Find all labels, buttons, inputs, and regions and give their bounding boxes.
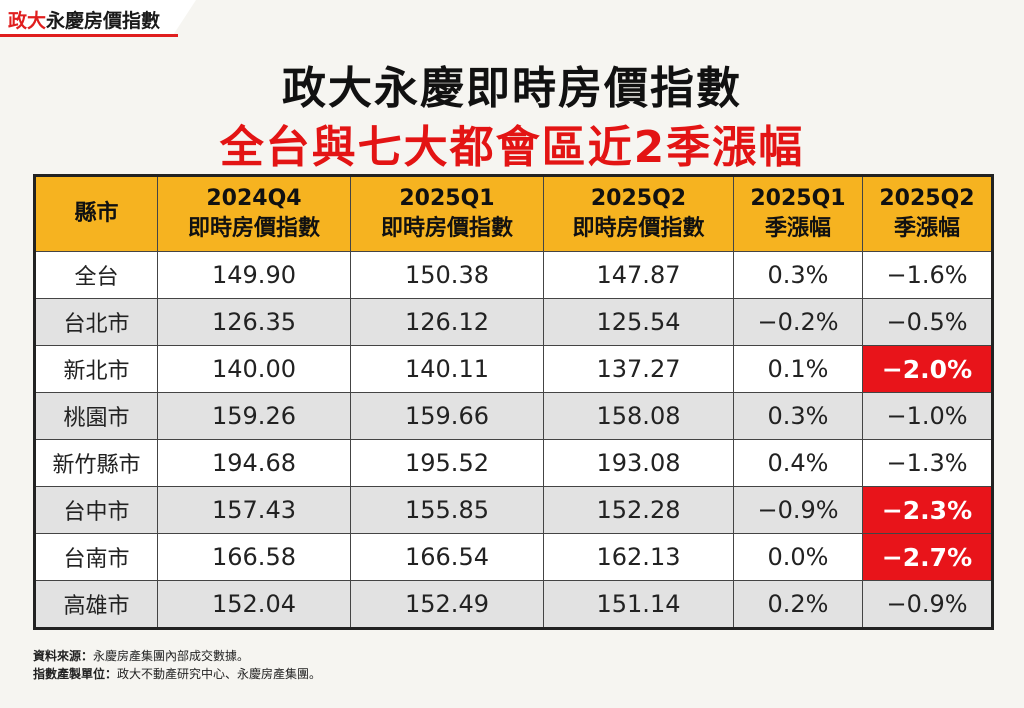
page-title: 政大永慶即時房價指數 bbox=[282, 63, 742, 114]
header-2024q4-index: 2024Q4 即時房價指數 bbox=[157, 175, 351, 252]
table-row: 台中市 157.43 155.85 152.28 −0.9% −2.3% bbox=[34, 486, 993, 534]
header-city: 縣市 bbox=[34, 175, 158, 252]
index-2025q1-cell: 126.12 bbox=[350, 298, 544, 346]
footnote-source-label: 資料來源： bbox=[33, 649, 94, 663]
table-row: 台北市 126.35 126.12 125.54 −0.2% −0.5% bbox=[34, 298, 993, 346]
index-2025q2-cell: 147.87 bbox=[543, 251, 734, 299]
change-2025q2-cell: −0.5% bbox=[862, 298, 993, 346]
brand-part1: 政大 bbox=[8, 10, 47, 32]
table-row: 全台 149.90 150.38 147.87 0.3% −1.6% bbox=[34, 251, 993, 299]
index-2024q4-cell: 166.58 bbox=[157, 533, 351, 581]
change-2025q1-cell: −0.9% bbox=[733, 486, 863, 534]
header-line2: 即時房價指數 bbox=[380, 216, 513, 241]
change-2025q1-cell: 0.4% bbox=[733, 439, 863, 487]
footnote-producer-text: 政大不動產研究中心、永慶房產集團。 bbox=[117, 667, 322, 681]
header-line1: 2025Q1 bbox=[399, 186, 495, 211]
table-row: 桃園市 159.26 159.66 158.08 0.3% −1.0% bbox=[34, 392, 993, 440]
header-2025q2-index: 2025Q2 即時房價指數 bbox=[543, 175, 734, 252]
index-2025q2-cell: 151.14 bbox=[543, 580, 734, 629]
header-line1: 2024Q4 bbox=[206, 186, 302, 211]
footnote-source: 資料來源：永慶房產集團內部成交數據。 bbox=[33, 647, 249, 664]
index-2025q2-cell: 193.08 bbox=[543, 439, 734, 487]
table-row: 台南市 166.58 166.54 162.13 0.0% −2.7% bbox=[34, 533, 993, 581]
brand-part3: 房價指數 bbox=[84, 10, 161, 32]
index-2024q4-cell: 152.04 bbox=[157, 580, 351, 629]
header-line2: 即時房價指數 bbox=[187, 216, 320, 241]
change-2025q2-cell: −1.0% bbox=[862, 392, 993, 440]
header-city-label: 縣市 bbox=[74, 201, 119, 226]
change-2025q1-cell: −0.2% bbox=[733, 298, 863, 346]
table-row: 新北市 140.00 140.11 137.27 0.1% −2.0% bbox=[34, 345, 993, 393]
change-2025q2-highlight-cell: −2.7% bbox=[862, 533, 993, 581]
price-index-table: 縣市 2024Q4 即時房價指數 2025Q1 即時房價指數 2025Q2 即時房價指… bbox=[33, 174, 994, 630]
brand-tab bbox=[0, 0, 196, 36]
index-2025q2-cell: 162.13 bbox=[543, 533, 734, 581]
city-cell: 台北市 bbox=[34, 298, 158, 346]
brand-part2: 永慶 bbox=[46, 10, 85, 32]
table-row: 高雄市 152.04 152.49 151.14 0.2% −0.9% bbox=[34, 580, 993, 629]
index-2024q4-cell: 149.90 bbox=[157, 251, 351, 299]
footnote-source-text: 永慶房產集團內部成交數據。 bbox=[93, 649, 250, 663]
index-2025q2-cell: 152.28 bbox=[543, 486, 734, 534]
header-line2: 即時房價指數 bbox=[572, 216, 705, 241]
index-2025q1-cell: 159.66 bbox=[350, 392, 544, 440]
change-2025q1-cell: 0.3% bbox=[733, 392, 863, 440]
city-cell: 桃園市 bbox=[34, 392, 158, 440]
index-2025q2-cell: 137.27 bbox=[543, 345, 734, 393]
city-cell: 台南市 bbox=[34, 533, 158, 581]
change-2025q2-highlight-cell: −2.3% bbox=[862, 486, 993, 534]
city-cell: 台中市 bbox=[34, 486, 158, 534]
index-2024q4-cell: 157.43 bbox=[157, 486, 351, 534]
header-line1: 2025Q1 bbox=[750, 186, 846, 211]
change-2025q1-cell: 0.1% bbox=[733, 345, 863, 393]
index-2024q4-cell: 159.26 bbox=[157, 392, 351, 440]
city-cell: 全台 bbox=[34, 251, 158, 299]
city-cell: 新北市 bbox=[34, 345, 158, 393]
header-2025q1-index: 2025Q1 即時房價指數 bbox=[350, 175, 544, 252]
index-2025q1-cell: 155.85 bbox=[350, 486, 544, 534]
header-line2: 季漲幅 bbox=[764, 216, 831, 241]
table-row: 新竹縣市 194.68 195.52 193.08 0.4% −1.3% bbox=[34, 439, 993, 487]
index-2024q4-cell: 194.68 bbox=[157, 439, 351, 487]
city-cell: 新竹縣市 bbox=[34, 439, 158, 487]
index-2025q1-cell: 152.49 bbox=[350, 580, 544, 629]
change-2025q1-cell: 0.2% bbox=[733, 580, 863, 629]
header-line1: 2025Q2 bbox=[590, 186, 687, 211]
footnote-producer: 指數產製單位：政大不動產研究中心、永慶房產集團。 bbox=[33, 665, 321, 682]
change-2025q2-highlight-cell: −2.0% bbox=[862, 345, 993, 393]
brand-logo: 政大永慶房價指數 bbox=[8, 6, 160, 33]
change-2025q2-cell: −1.6% bbox=[862, 251, 993, 299]
index-2025q1-cell: 195.52 bbox=[350, 439, 544, 487]
header-line2: 季漲幅 bbox=[893, 216, 960, 241]
page-subtitle: 全台與七大都會區近2季漲幅 bbox=[219, 122, 805, 173]
index-2025q1-cell: 166.54 bbox=[350, 533, 544, 581]
index-2024q4-cell: 140.00 bbox=[157, 345, 351, 393]
index-2025q2-cell: 125.54 bbox=[543, 298, 734, 346]
change-2025q2-cell: −1.3% bbox=[862, 439, 993, 487]
table-header-row: 縣市 2024Q4 即時房價指數 2025Q1 即時房價指數 2025Q2 即時房價指… bbox=[34, 175, 993, 252]
index-2025q1-cell: 150.38 bbox=[350, 251, 544, 299]
index-2025q2-cell: 158.08 bbox=[543, 392, 734, 440]
index-2024q4-cell: 126.35 bbox=[157, 298, 351, 346]
change-2025q1-cell: 0.0% bbox=[733, 533, 863, 581]
index-2025q1-cell: 140.11 bbox=[350, 345, 544, 393]
footnote-producer-label: 指數產製單位： bbox=[33, 667, 118, 681]
city-cell: 高雄市 bbox=[34, 580, 158, 629]
header-2025q1-change: 2025Q1 季漲幅 bbox=[733, 175, 863, 252]
header-line1: 2025Q2 bbox=[879, 186, 975, 211]
header-2025q2-change: 2025Q2 季漲幅 bbox=[862, 175, 993, 252]
change-2025q1-cell: 0.3% bbox=[733, 251, 863, 299]
change-2025q2-cell: −0.9% bbox=[862, 580, 993, 629]
brand-underline bbox=[0, 34, 178, 37]
